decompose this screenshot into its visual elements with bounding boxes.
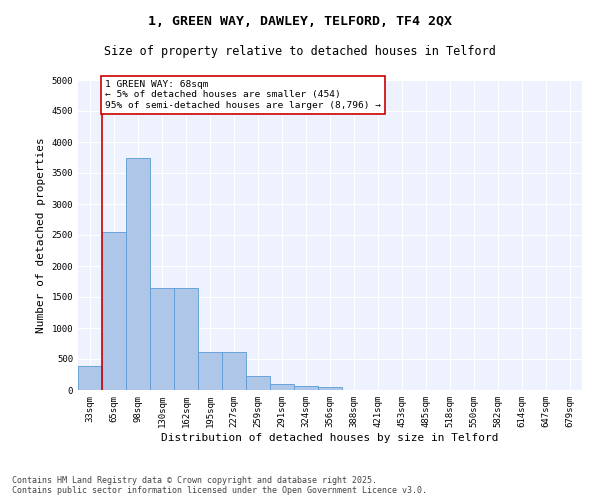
- Bar: [246, 376, 270, 390]
- Bar: [270, 384, 294, 390]
- Bar: [78, 366, 102, 390]
- Bar: [174, 288, 198, 390]
- Text: Contains HM Land Registry data © Crown copyright and database right 2025.
Contai: Contains HM Land Registry data © Crown c…: [12, 476, 427, 495]
- Bar: [198, 352, 222, 390]
- Bar: [222, 352, 246, 390]
- Text: Size of property relative to detached houses in Telford: Size of property relative to detached ho…: [104, 45, 496, 58]
- X-axis label: Distribution of detached houses by size in Telford: Distribution of detached houses by size …: [161, 432, 499, 442]
- Bar: [150, 288, 174, 390]
- Bar: [318, 387, 342, 390]
- Bar: [294, 386, 318, 390]
- Bar: [126, 158, 150, 390]
- Bar: [102, 232, 126, 390]
- Y-axis label: Number of detached properties: Number of detached properties: [36, 137, 46, 333]
- Text: 1, GREEN WAY, DAWLEY, TELFORD, TF4 2QX: 1, GREEN WAY, DAWLEY, TELFORD, TF4 2QX: [148, 15, 452, 28]
- Text: 1 GREEN WAY: 68sqm
← 5% of detached houses are smaller (454)
95% of semi-detache: 1 GREEN WAY: 68sqm ← 5% of detached hous…: [105, 80, 381, 110]
